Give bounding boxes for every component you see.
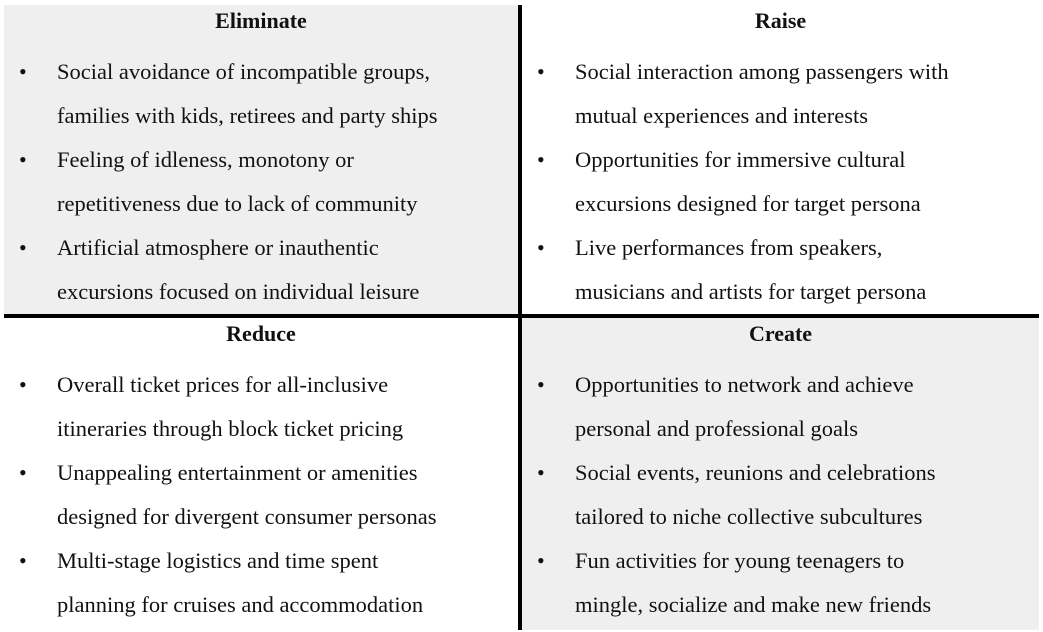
item-line: planning for cruises and accommodation bbox=[57, 592, 424, 617]
item-line: Multi-stage logistics and time spent bbox=[57, 548, 379, 573]
list-item: • Fun activities for young teenagers to … bbox=[522, 539, 1039, 627]
item-line: repetitiveness due to lack of community bbox=[57, 191, 418, 216]
bullet-icon: • bbox=[537, 59, 545, 84]
eliminate-list: • Social avoidance of incompatible group… bbox=[4, 50, 518, 314]
item-line: Opportunities to network and achieve bbox=[575, 372, 914, 397]
list-item: • Unappealing entertainment or amenities… bbox=[4, 451, 518, 539]
reduce-heading: Reduce bbox=[226, 321, 296, 346]
item-line: musicians and artists for target persona bbox=[575, 279, 927, 304]
create-list: • Opportunities to network and achieve p… bbox=[522, 363, 1039, 627]
item-line: families with kids, retirees and party s… bbox=[57, 103, 438, 128]
item-line: Feeling of idleness, monotony or bbox=[57, 147, 354, 172]
bullet-icon: • bbox=[537, 147, 545, 172]
eliminate-heading: Eliminate bbox=[215, 8, 307, 33]
item-line: Opportunities for immersive cultural bbox=[575, 147, 906, 172]
bullet-icon: • bbox=[19, 372, 27, 397]
bullet-icon: • bbox=[19, 460, 27, 485]
item-line: Social interaction among passengers with bbox=[575, 59, 949, 84]
item-line: mutual experiences and interests bbox=[575, 103, 869, 128]
item-line: Unappealing entertainment or amenities bbox=[57, 460, 418, 485]
list-item: • Opportunities for immersive cultural e… bbox=[522, 138, 1039, 226]
item-line: Live performances from speakers, bbox=[575, 235, 883, 260]
list-item: • Social interaction among passengers wi… bbox=[522, 50, 1039, 138]
bullet-icon: • bbox=[537, 372, 545, 397]
create-heading: Create bbox=[748, 321, 813, 346]
item-line: designed for divergent consumer personas bbox=[57, 504, 437, 529]
list-item: • Artificial atmosphere or inauthentic e… bbox=[4, 226, 518, 314]
list-item: • Opportunities to network and achieve p… bbox=[522, 363, 1039, 451]
item-line: tailored to niche collective subcultures bbox=[575, 504, 923, 529]
bullet-icon: • bbox=[19, 548, 27, 573]
create-quadrant: Create • Opportunities to network and ac… bbox=[522, 318, 1039, 630]
item-line: excursions designed for target persona bbox=[575, 191, 921, 216]
list-item: • Feeling of idleness, monotony or repet… bbox=[4, 138, 518, 226]
item-line: itineraries through block ticket pricing bbox=[57, 416, 404, 441]
item-line: Artificial atmosphere or inauthentic bbox=[57, 235, 379, 260]
item-line: Social avoidance of incompatible groups, bbox=[57, 59, 431, 84]
bullet-icon: • bbox=[537, 548, 545, 573]
horizontal-divider bbox=[4, 314, 1039, 318]
list-item: • Overall ticket prices for all-inclusiv… bbox=[4, 363, 518, 451]
item-line: Overall ticket prices for all-inclusive bbox=[57, 372, 389, 397]
list-item: • Live performances from speakers, music… bbox=[522, 226, 1039, 314]
raise-list: • Social interaction among passengers wi… bbox=[522, 50, 1039, 314]
item-line: Social events, reunions and celebrations bbox=[575, 460, 936, 485]
item-line: excursions focused on individual leisure bbox=[57, 279, 420, 304]
bullet-icon: • bbox=[19, 147, 27, 172]
item-line: mingle, socialize and make new friends bbox=[575, 592, 932, 617]
bullet-icon: • bbox=[537, 460, 545, 485]
reduce-list: • Overall ticket prices for all-inclusiv… bbox=[4, 363, 518, 627]
raise-quadrant: Raise • Social interaction among passeng… bbox=[522, 5, 1039, 314]
reduce-quadrant: Reduce • Overall ticket prices for all-i… bbox=[4, 318, 518, 630]
eliminate-quadrant: Eliminate • Social avoidance of incompat… bbox=[4, 5, 518, 314]
item-line: personal and professional goals bbox=[575, 416, 859, 441]
bullet-icon: • bbox=[19, 59, 27, 84]
raise-heading: Raise bbox=[754, 8, 807, 33]
bullet-icon: • bbox=[537, 235, 545, 260]
list-item: • Multi-stage logistics and time spent p… bbox=[4, 539, 518, 627]
bullet-icon: • bbox=[19, 235, 27, 260]
list-item: • Social events, reunions and celebratio… bbox=[522, 451, 1039, 539]
list-item: • Social avoidance of incompatible group… bbox=[4, 50, 518, 138]
item-line: Fun activities for young teenagers to bbox=[575, 548, 905, 573]
